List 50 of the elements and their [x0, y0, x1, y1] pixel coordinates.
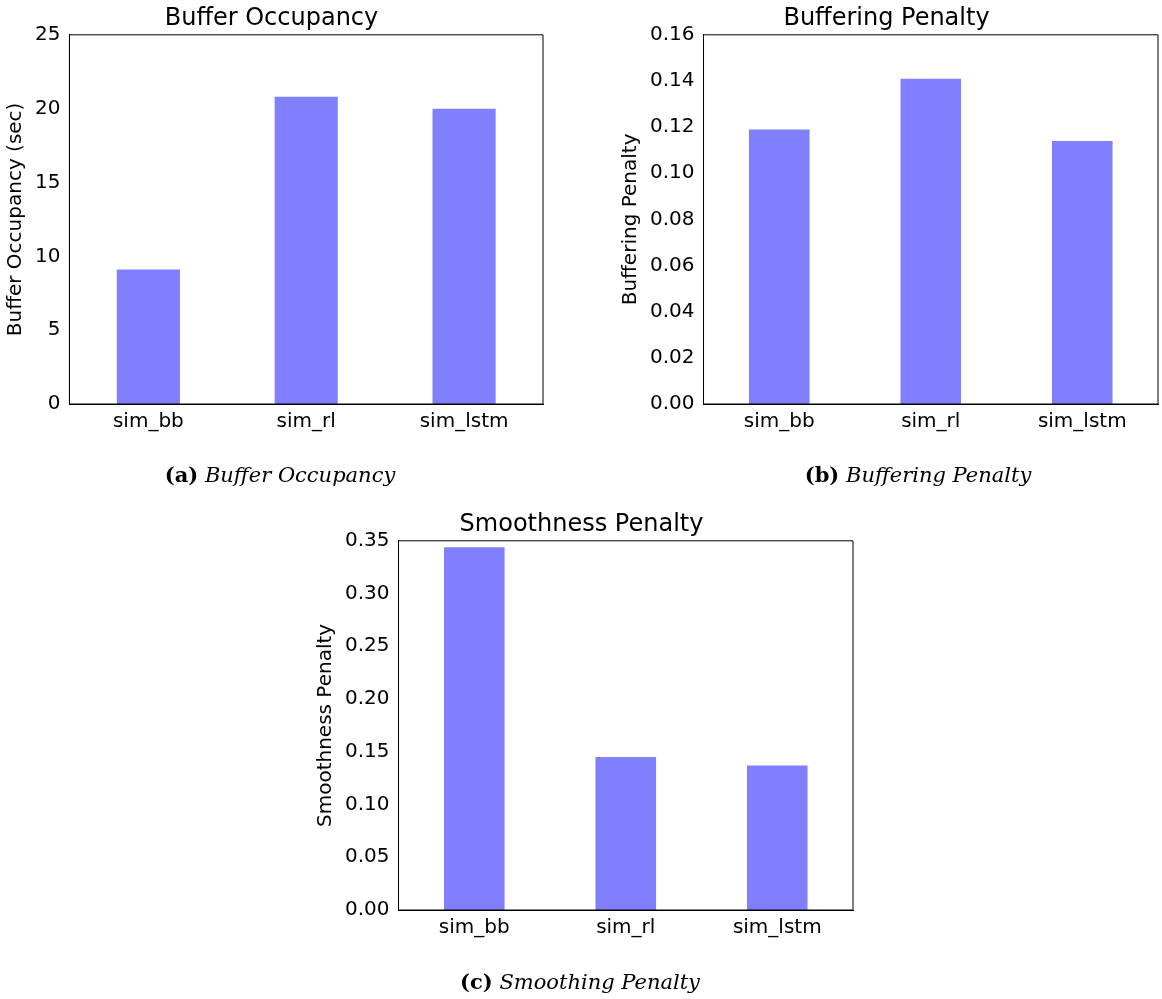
bar — [595, 757, 657, 910]
bar — [274, 96, 338, 404]
chart-title: Buffering Penalty — [783, 2, 990, 31]
y-tick-label: 10 — [35, 242, 61, 267]
y-tick-label: 0.14 — [650, 67, 695, 92]
y-tick-label: 0.20 — [345, 685, 390, 710]
y-axis-title: Buffer Occupancy (sec) — [2, 102, 27, 337]
x-tick-label: sim_lstm — [419, 408, 509, 433]
x-tick-label: sim_rl — [901, 408, 961, 433]
y-tick-label: 0.05 — [345, 843, 390, 868]
y-tick-label: 0.12 — [650, 113, 695, 138]
y-tick-label: 0.10 — [345, 790, 390, 815]
y-tick-label: 5 — [47, 316, 61, 341]
y-tick-label: 0.15 — [345, 737, 390, 762]
x-tick-label: sim_bb — [743, 408, 815, 433]
y-tick-label: 0.00 — [345, 896, 390, 921]
x-tick-label: sim_bb — [112, 408, 184, 433]
y-axis-title: Buffering Penalty — [617, 133, 642, 306]
text: (c) Smoothing Penalty — [460, 969, 700, 994]
text: (b) Buffering Penalty — [804, 462, 1032, 487]
bar — [746, 765, 808, 910]
chart-title: Smoothness Penalty — [459, 508, 704, 537]
y-tick-label: 0 — [47, 390, 61, 415]
y-tick-label: 0.30 — [345, 579, 390, 604]
bar — [116, 269, 180, 404]
y-tick-label: 0.08 — [650, 205, 695, 230]
chart-title: Buffer Occupancy — [164, 2, 379, 31]
bar — [1051, 140, 1113, 404]
bar — [443, 547, 505, 910]
y-tick-label: 15 — [35, 168, 61, 193]
y-tick-label: 25 — [35, 21, 61, 45]
x-tick-label: sim_bb — [438, 914, 510, 939]
text: (a) Buffer Occupancy — [164, 462, 396, 487]
y-tick-label: 0.02 — [650, 344, 695, 369]
x-tick-label: sim_rl — [596, 914, 656, 939]
y-tick-label: 0.06 — [650, 251, 695, 276]
x-tick-label: sim_lstm — [1037, 408, 1127, 433]
y-tick-label: 0.00 — [650, 390, 695, 415]
y-tick-label: 0.04 — [650, 297, 695, 322]
y-tick-label: 0.35 — [345, 527, 390, 551]
y-axis-title: Smoothness Penalty — [312, 623, 337, 827]
y-tick-label: 0.10 — [650, 159, 695, 184]
bar — [748, 129, 810, 404]
bar — [432, 108, 496, 404]
y-tick-label: 20 — [35, 94, 61, 119]
x-tick-label: sim_lstm — [732, 914, 822, 939]
x-tick-label: sim_rl — [276, 408, 336, 433]
y-tick-label: 0.25 — [345, 632, 390, 657]
y-tick-label: 0.16 — [650, 21, 695, 45]
bar — [900, 78, 962, 404]
